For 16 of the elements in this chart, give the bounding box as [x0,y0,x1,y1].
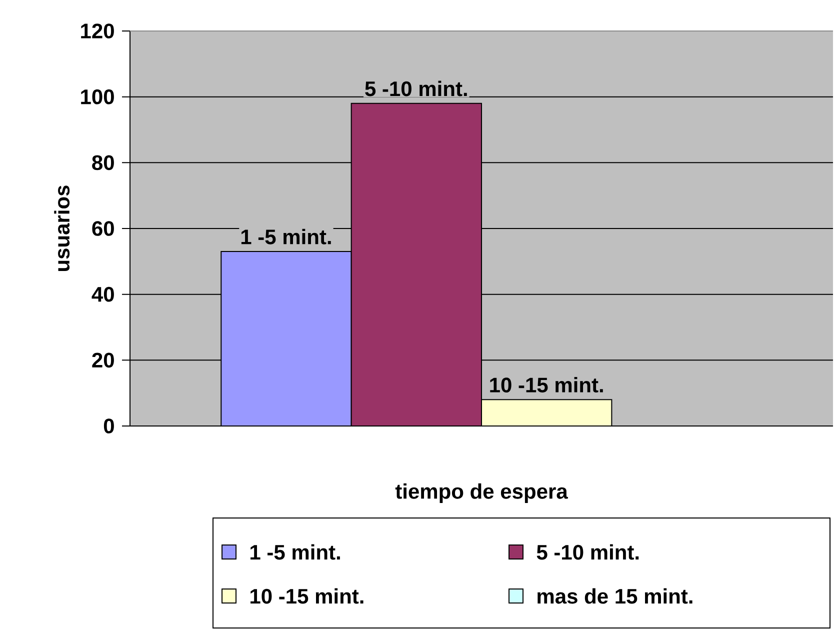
text: 1 -5 mint. [241,228,331,244]
y-tick-label: 40 [92,286,114,302]
y-tick-label: 100 [81,89,114,104]
legend-label: mas de 15 mint. [538,588,692,604]
legend-label: 1 -5 mint. [250,544,340,560]
y-tick-label: 0 [104,418,114,434]
y-tick-label: 60 [92,221,114,236]
y-tick-label: 80 [92,155,114,170]
legend-label: 10 -15 mint. [250,588,364,604]
x-axis-title: tiempo de espera [395,483,568,503]
text: 10 -15 mint. [490,377,603,392]
legend-label: 5 -10 mint. [536,544,639,560]
y-tick-label: 120 [81,24,114,38]
y-tick-label: 20 [92,352,114,368]
y-axis-title: usuarios [54,186,70,271]
text: 5 -10 mint. [365,80,467,96]
